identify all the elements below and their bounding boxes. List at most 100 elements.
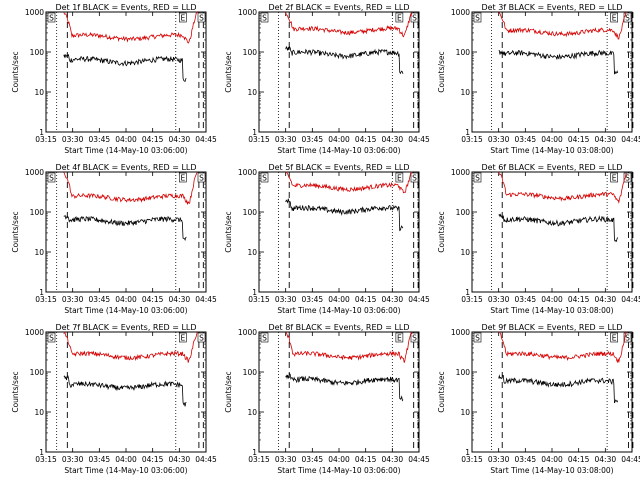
marker-label: S <box>49 174 54 183</box>
x-tick-label: 03:30 <box>62 295 84 304</box>
marker-label: S <box>475 334 480 343</box>
x-tick-label: 03:15 <box>461 135 483 144</box>
detector-panel-1: Det 1f BLACK = Events, RED = LLD 1 10 100 10… <box>11 3 217 155</box>
x-tick-label: 04:30 <box>382 295 404 304</box>
marker-label: S <box>262 14 267 23</box>
x-tick-label: 03:45 <box>89 455 111 464</box>
marker-label: E <box>180 174 185 183</box>
x-tick-label: 03:15 <box>461 455 483 464</box>
x-axis-label: Start Time (14-May-10 03:06:00) <box>64 146 187 155</box>
y-tick-label: 100 <box>30 48 45 57</box>
panel-title: Det 3f BLACK = Events, RED = LLD <box>481 3 622 12</box>
marker-label: S <box>49 334 54 343</box>
marker-box <box>473 12 482 23</box>
y-tick-label: 1 <box>39 128 44 137</box>
y-tick-label: 1 <box>39 288 44 297</box>
x-tick-label: 03:15 <box>35 455 57 464</box>
marker-box <box>260 172 269 183</box>
x-axis-label: Start Time (14-May-10 03:08:00) <box>490 466 613 475</box>
x-tick-label: 03:45 <box>302 455 324 464</box>
x-tick-label: 04:00 <box>541 135 563 144</box>
marker-label: S <box>262 174 267 183</box>
x-tick-label: 04:45 <box>195 135 217 144</box>
x-tick-label: 04:00 <box>328 455 350 464</box>
marker-box <box>179 12 187 23</box>
marker-box <box>260 12 269 23</box>
marker-label: S <box>49 14 54 23</box>
plot-frame <box>45 11 207 133</box>
y-tick-label: 100 <box>30 368 45 377</box>
marker-label: S <box>199 334 204 343</box>
y-tick-label: 100 <box>456 48 471 57</box>
y-tick-label: 10 <box>460 88 470 97</box>
x-tick-label: 03:30 <box>275 455 297 464</box>
y-tick-label: 10 <box>34 248 44 257</box>
y-tick-label: 100 <box>456 208 471 217</box>
marker-box <box>623 172 632 183</box>
marker-label: E <box>397 334 402 343</box>
x-tick-label: 03:30 <box>62 135 84 144</box>
marker-label: S <box>412 14 417 23</box>
x-tick-label: 04:45 <box>195 295 217 304</box>
y-tick-label: 1 <box>252 448 257 457</box>
y-tick-label: 1000 <box>451 168 470 177</box>
y-tick-label: 1 <box>465 288 470 297</box>
x-tick-label: 04:00 <box>115 455 137 464</box>
y-tick-label: 10 <box>247 248 257 257</box>
marker-label: S <box>412 174 417 183</box>
x-tick-label: 03:30 <box>62 455 84 464</box>
plot-frame <box>471 171 633 293</box>
marker-label: S <box>625 174 630 183</box>
marker-label: S <box>625 14 630 23</box>
events-series-line <box>498 213 619 243</box>
x-tick-label: 03:45 <box>89 295 111 304</box>
x-tick-label: 04:15 <box>355 135 377 144</box>
panel-title: Det 1f BLACK = Events, RED = LLD <box>55 3 196 12</box>
events-series-line <box>63 375 187 407</box>
y-tick-label: 100 <box>456 368 471 377</box>
x-tick-label: 04:15 <box>142 455 164 464</box>
y-axis-label: Counts/sec <box>437 371 446 412</box>
x-tick-label: 04:30 <box>382 135 404 144</box>
plot-frame <box>258 171 420 293</box>
y-tick-label: 1000 <box>25 8 44 17</box>
x-tick-label: 04:45 <box>621 135 640 144</box>
x-tick-label: 03:45 <box>302 135 324 144</box>
marker-box <box>610 332 618 343</box>
lld-series-line <box>498 331 628 364</box>
x-axis-label: Start Time (14-May-10 03:06:00) <box>277 146 400 155</box>
events-series-line <box>63 53 187 83</box>
x-axis-label: Start Time (14-May-10 03:06:00) <box>64 306 187 315</box>
x-tick-label: 04:15 <box>568 135 590 144</box>
marker-box <box>473 172 482 183</box>
x-tick-label: 04:00 <box>115 135 137 144</box>
marker-box <box>395 172 404 183</box>
y-axis-label: Counts/sec <box>11 371 20 412</box>
marker-box <box>197 172 206 183</box>
panel-title: Det 2f BLACK = Events, RED = LLD <box>268 3 409 12</box>
x-tick-label: 03:15 <box>248 455 270 464</box>
y-axis-label: Counts/sec <box>11 51 20 92</box>
y-tick-label: 10 <box>247 88 257 97</box>
marker-box <box>47 332 56 343</box>
plot-frame <box>258 331 420 453</box>
plot-frame <box>45 331 207 453</box>
y-tick-label: 1000 <box>451 8 470 17</box>
x-tick-label: 04:15 <box>142 295 164 304</box>
x-axis-label: Start Time (14-May-10 03:06:00) <box>277 306 400 315</box>
marker-label: S <box>625 334 630 343</box>
events-series-line <box>285 372 404 402</box>
x-tick-label: 04:00 <box>541 455 563 464</box>
marker-label: E <box>612 334 617 343</box>
x-tick-label: 04:30 <box>595 135 617 144</box>
marker-label: E <box>397 14 402 23</box>
x-axis-label: Start Time (14-May-10 03:08:00) <box>490 306 613 315</box>
marker-box <box>473 332 482 343</box>
y-tick-label: 10 <box>34 88 44 97</box>
x-tick-label: 03:30 <box>488 455 510 464</box>
y-tick-label: 1000 <box>25 168 44 177</box>
detector-panel-9: Det 9f BLACK = Events, RED = LLD 1 10 100 10… <box>437 323 640 475</box>
marker-label: S <box>475 174 480 183</box>
lld-series-line <box>63 331 198 363</box>
